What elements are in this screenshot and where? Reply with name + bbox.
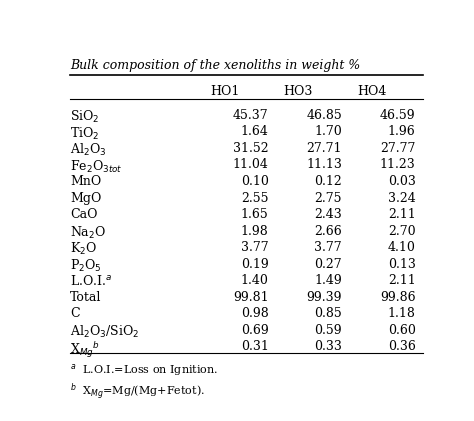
Text: 31.52: 31.52	[233, 142, 269, 155]
Text: 2.66: 2.66	[314, 224, 342, 237]
Text: 11.13: 11.13	[306, 158, 342, 171]
Text: 3.24: 3.24	[388, 192, 416, 205]
Text: 46.59: 46.59	[380, 109, 416, 122]
Text: HO1: HO1	[210, 85, 239, 98]
Text: P$_2$O$_5$: P$_2$O$_5$	[70, 258, 102, 274]
Text: 2.43: 2.43	[314, 208, 342, 221]
Text: 4.10: 4.10	[388, 241, 416, 254]
Text: 1.64: 1.64	[241, 125, 269, 139]
Text: TiO$_2$: TiO$_2$	[70, 125, 100, 141]
Text: MnO: MnO	[70, 175, 101, 188]
Text: 45.37: 45.37	[233, 109, 269, 122]
Text: 0.59: 0.59	[314, 324, 342, 337]
Text: Al$_2$O$_3$: Al$_2$O$_3$	[70, 142, 107, 158]
Text: C: C	[70, 307, 80, 320]
Text: 2.75: 2.75	[315, 192, 342, 205]
Text: $^a$  L.O.I.=Loss on Ignition.: $^a$ L.O.I.=Loss on Ignition.	[70, 362, 219, 378]
Text: Fe$_2$O$_{3tot}$: Fe$_2$O$_{3tot}$	[70, 158, 123, 175]
Text: 0.85: 0.85	[314, 307, 342, 320]
Text: 11.04: 11.04	[233, 158, 269, 171]
Text: 1.18: 1.18	[388, 307, 416, 320]
Text: 2.55: 2.55	[241, 192, 269, 205]
Text: CaO: CaO	[70, 208, 98, 221]
Text: L.O.I.$^a$: L.O.I.$^a$	[70, 274, 113, 288]
Text: 0.36: 0.36	[388, 340, 416, 353]
Text: 99.86: 99.86	[380, 291, 416, 304]
Text: MgO: MgO	[70, 192, 101, 205]
Text: 0.31: 0.31	[241, 340, 269, 353]
Text: HO3: HO3	[283, 85, 313, 98]
Text: 27.71: 27.71	[307, 142, 342, 155]
Text: 2.11: 2.11	[388, 274, 416, 287]
Text: 0.03: 0.03	[388, 175, 416, 188]
Text: 1.65: 1.65	[241, 208, 269, 221]
Text: K$_2$O: K$_2$O	[70, 241, 97, 257]
Text: 11.23: 11.23	[380, 158, 416, 171]
Text: 3.77: 3.77	[314, 241, 342, 254]
Text: 1.49: 1.49	[314, 274, 342, 287]
Text: 0.98: 0.98	[241, 307, 269, 320]
Text: SiO$_2$: SiO$_2$	[70, 109, 100, 125]
Text: 1.96: 1.96	[388, 125, 416, 139]
Text: Bulk composition of the xenoliths in weight %: Bulk composition of the xenoliths in wei…	[70, 59, 361, 72]
Text: HO4: HO4	[357, 85, 386, 98]
Text: 0.10: 0.10	[241, 175, 269, 188]
Text: Na$_2$O: Na$_2$O	[70, 224, 106, 241]
Text: 2.11: 2.11	[388, 208, 416, 221]
Text: Total: Total	[70, 291, 101, 304]
Text: 0.27: 0.27	[314, 258, 342, 271]
Text: 3.77: 3.77	[241, 241, 269, 254]
Text: Al$_2$O$_3$/SiO$_2$: Al$_2$O$_3$/SiO$_2$	[70, 324, 139, 340]
Text: 0.12: 0.12	[314, 175, 342, 188]
Text: 1.70: 1.70	[314, 125, 342, 139]
Text: 0.69: 0.69	[241, 324, 269, 337]
Text: 0.60: 0.60	[388, 324, 416, 337]
Text: 99.39: 99.39	[307, 291, 342, 304]
Text: X$_{Mg}$$^b$: X$_{Mg}$$^b$	[70, 340, 100, 360]
Text: 1.40: 1.40	[241, 274, 269, 287]
Text: 0.13: 0.13	[388, 258, 416, 271]
Text: 0.19: 0.19	[241, 258, 269, 271]
Text: 46.85: 46.85	[306, 109, 342, 122]
Text: 1.98: 1.98	[241, 224, 269, 237]
Text: 2.70: 2.70	[388, 224, 416, 237]
Text: 0.33: 0.33	[314, 340, 342, 353]
Text: 99.81: 99.81	[233, 291, 269, 304]
Text: $^b$  X$_{Mg}$=Mg/(Mg+Fetot).: $^b$ X$_{Mg}$=Mg/(Mg+Fetot).	[70, 381, 205, 402]
Text: 27.77: 27.77	[380, 142, 416, 155]
